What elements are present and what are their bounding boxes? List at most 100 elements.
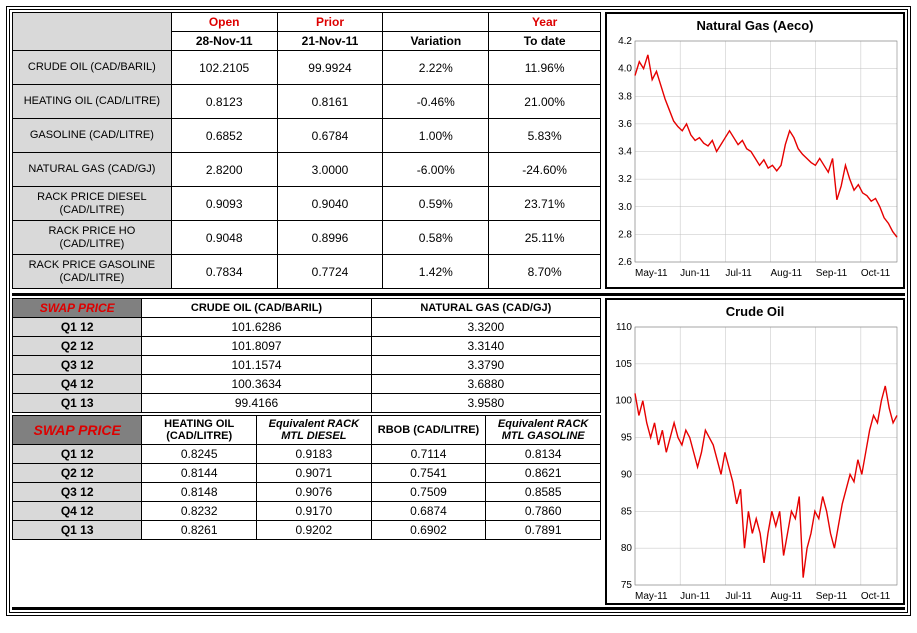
svg-text:Sep-11: Sep-11 (816, 268, 848, 279)
swap-ng: 3.3140 (371, 337, 600, 356)
cell-ytd: 25.11% (489, 221, 601, 255)
svg-text:Aug-11: Aug-11 (771, 591, 803, 602)
swap-crude: 101.8097 (142, 337, 371, 356)
swap-q: Q4 12 (13, 375, 142, 394)
table-row: RACK PRICE DIESEL (CAD/LITRE) 0.9093 0.9… (13, 187, 601, 221)
cell-ytd: 5.83% (489, 119, 601, 153)
chart-crude-svg: 7580859095100105110May-11Jun-11Jul-11Aug… (607, 321, 903, 603)
cell-ytd: 8.70% (489, 255, 601, 289)
swap1-col-crude: CRUDE OIL (CAD/BARIL) (142, 299, 371, 318)
col-open-date: 28-Nov-11 (171, 32, 277, 51)
table-row: CRUDE OIL (CAD/BARIL) 102.2105 99.9924 2… (13, 51, 601, 85)
svg-text:Jul-11: Jul-11 (725, 268, 752, 279)
row-label: NATURAL GAS (CAD/GJ) (13, 153, 172, 187)
col-var-blank (383, 13, 489, 32)
cell-prior: 0.7724 (277, 255, 383, 289)
svg-text:90: 90 (621, 469, 633, 480)
swap-q: Q1 13 (13, 521, 142, 540)
swap-q: Q3 12 (13, 356, 142, 375)
swap-v1: 0.9071 (257, 464, 372, 483)
blank-header (13, 13, 172, 51)
swap-v0: 0.8261 (142, 521, 257, 540)
table-row: Q4 12 0.8232 0.9170 0.6874 0.7860 (13, 502, 601, 521)
section-divider (12, 293, 905, 296)
cell-prior: 0.8996 (277, 221, 383, 255)
bottom-divider (12, 607, 905, 610)
swap-v2: 0.7541 (371, 464, 486, 483)
swap2-col-3: Equivalent RACK MTL GASOLINE (486, 416, 601, 445)
swap-v0: 0.8148 (142, 483, 257, 502)
svg-text:100: 100 (615, 396, 632, 407)
swap-v1: 0.9076 (257, 483, 372, 502)
swap-table-2: SWAP PRICE HEATING OIL (CAD/LITRE) Equiv… (12, 415, 601, 540)
swap-v3: 0.8621 (486, 464, 601, 483)
swap-v2: 0.6874 (371, 502, 486, 521)
svg-text:Jun-11: Jun-11 (680, 268, 710, 279)
cell-prior: 0.9040 (277, 187, 383, 221)
cell-ytd: -24.60% (489, 153, 601, 187)
swap-ng: 3.6880 (371, 375, 600, 394)
swap-q: Q2 12 (13, 464, 142, 483)
cell-var: 0.59% (383, 187, 489, 221)
swap-q: Q1 12 (13, 318, 142, 337)
col-prior-date: 21-Nov-11 (277, 32, 383, 51)
cell-var: 1.00% (383, 119, 489, 153)
chart-natural-gas: Natural Gas (Aeco) 2.62.83.03.23.43.63.8… (605, 12, 905, 289)
svg-text:110: 110 (616, 322, 632, 333)
svg-text:85: 85 (621, 506, 633, 517)
table-row: Q1 13 99.4166 3.9580 (13, 394, 601, 413)
swap-crude: 100.3634 (142, 375, 371, 394)
swap2-col-2: RBOB (CAD/LITRE) (371, 416, 486, 445)
svg-text:May-11: May-11 (635, 591, 668, 602)
col-year: Year (489, 13, 601, 32)
table-row: Q3 12 101.1574 3.3790 (13, 356, 601, 375)
col-variation: Variation (383, 32, 489, 51)
row-label: GASOLINE (CAD/LITRE) (13, 119, 172, 153)
svg-text:3.0: 3.0 (618, 202, 632, 213)
cell-open: 102.2105 (171, 51, 277, 85)
row-label: RACK PRICE DIESEL (CAD/LITRE) (13, 187, 172, 221)
svg-text:75: 75 (621, 580, 633, 591)
svg-text:4.0: 4.0 (618, 64, 632, 75)
table-row: HEATING OIL (CAD/LITRE) 0.8123 0.8161 -0… (13, 85, 601, 119)
swap2-col-1: Equivalent RACK MTL DIESEL (257, 416, 372, 445)
swap-v2: 0.7509 (371, 483, 486, 502)
swap-crude: 99.4166 (142, 394, 371, 413)
col-todate: To date (489, 32, 601, 51)
cell-open: 0.6852 (171, 119, 277, 153)
swap-v1: 0.9202 (257, 521, 372, 540)
cell-open: 0.7834 (171, 255, 277, 289)
swap-v2: 0.7114 (371, 445, 486, 464)
cell-var: -6.00% (383, 153, 489, 187)
cell-prior: 3.0000 (277, 153, 383, 187)
chart-crude-title: Crude Oil (607, 300, 903, 321)
chart-ng-svg: 2.62.83.03.23.43.63.84.04.2May-11Jun-11J… (607, 35, 903, 280)
row-label: RACK PRICE HO (CAD/LITRE) (13, 221, 172, 255)
cell-prior: 99.9924 (277, 51, 383, 85)
swap-v1: 0.9170 (257, 502, 372, 521)
swap-v2: 0.6902 (371, 521, 486, 540)
cell-var: 0.58% (383, 221, 489, 255)
swap-q: Q2 12 (13, 337, 142, 356)
swap-v1: 0.9183 (257, 445, 372, 464)
table-row: Q3 12 0.8148 0.9076 0.7509 0.8585 (13, 483, 601, 502)
svg-text:95: 95 (621, 433, 633, 444)
swap-q: Q4 12 (13, 502, 142, 521)
row-label: RACK PRICE GASOLINE (CAD/LITRE) (13, 255, 172, 289)
table-row: GASOLINE (CAD/LITRE) 0.6852 0.6784 1.00%… (13, 119, 601, 153)
swap-v0: 0.8245 (142, 445, 257, 464)
swap-v3: 0.7860 (486, 502, 601, 521)
svg-text:May-11: May-11 (635, 268, 668, 279)
swap2-col-0: HEATING OIL (CAD/LITRE) (142, 416, 257, 445)
swap-ng: 3.3200 (371, 318, 600, 337)
table-row: RACK PRICE GASOLINE (CAD/LITRE) 0.7834 0… (13, 255, 601, 289)
swap-v3: 0.8134 (486, 445, 601, 464)
top-section: Open Prior Year 28-Nov-11 21-Nov-11 Vari… (12, 12, 905, 289)
svg-text:3.6: 3.6 (618, 119, 632, 130)
swap-ng: 3.3790 (371, 356, 600, 375)
swap1-col-ng: NATURAL GAS (CAD/GJ) (371, 299, 600, 318)
table-row: NATURAL GAS (CAD/GJ) 2.8200 3.0000 -6.00… (13, 153, 601, 187)
chart-crude-oil: Crude Oil 7580859095100105110May-11Jun-1… (605, 298, 905, 605)
swap-v3: 0.8585 (486, 483, 601, 502)
swap-q: Q1 13 (13, 394, 142, 413)
